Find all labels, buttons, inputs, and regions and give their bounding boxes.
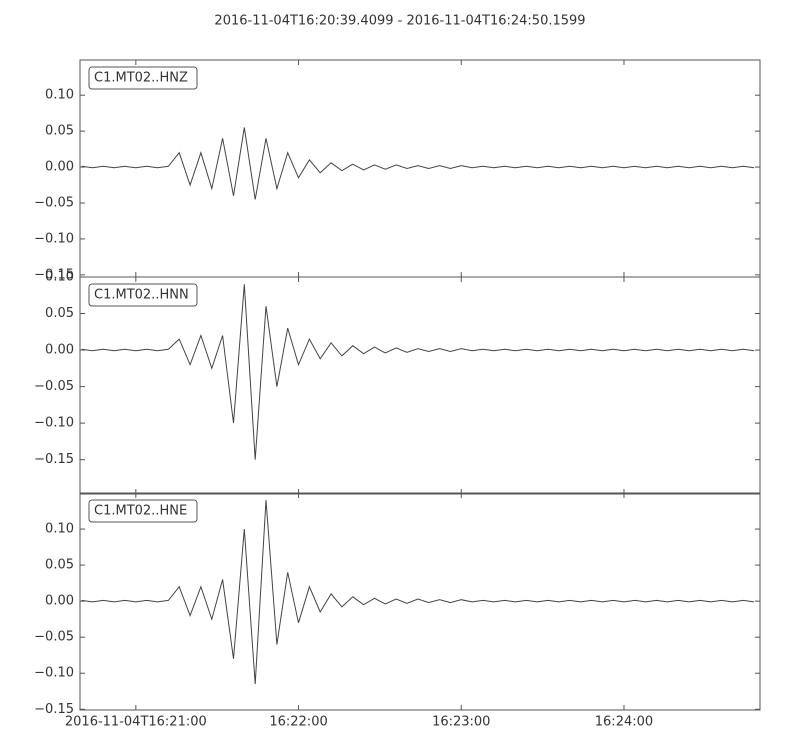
waveform	[81, 500, 755, 685]
waveform	[81, 284, 755, 460]
y-tick-label: −0.15	[34, 702, 74, 717]
y-tick-label: −0.10	[34, 666, 74, 681]
x-tick-label: 16:24:00	[595, 715, 653, 730]
trace-label-box	[88, 66, 198, 90]
y-tick-label: 0.00	[45, 594, 74, 609]
x-tick-label: 16:22:00	[269, 715, 327, 730]
y-tick-label: 0.00	[45, 343, 74, 358]
trace-label-box	[88, 283, 198, 307]
trace-label-box	[88, 499, 198, 523]
trace-label: C1.MT02..HNZ	[94, 71, 188, 86]
trace-label: C1.MT02..HNE	[94, 504, 187, 519]
panel-frame	[79, 59, 761, 278]
panel-frame	[79, 276, 761, 495]
y-tick-label: −0.10	[34, 231, 74, 246]
y-tick-label: −0.05	[34, 195, 74, 210]
y-tick-label: 0.10	[45, 88, 74, 103]
y-tick-label: −0.15	[34, 267, 74, 282]
y-tick-label: 0.00	[45, 160, 74, 175]
y-tick-label: −0.05	[34, 630, 74, 645]
x-tick-label: 16:23:00	[432, 715, 490, 730]
x-tick-label: 2016-11-04T16:21:00	[65, 715, 207, 730]
chart-title: 2016-11-04T16:20:39.4099 - 2016-11-04T16…	[214, 14, 585, 29]
waveform	[81, 127, 755, 200]
y-tick-label: 0.10	[45, 270, 74, 285]
y-tick-label: 0.05	[45, 558, 74, 573]
y-tick-label: −0.10	[34, 416, 74, 431]
y-tick-label: −0.05	[34, 379, 74, 394]
y-tick-label: −0.15	[34, 452, 74, 467]
y-tick-label: 0.10	[45, 522, 74, 537]
trace-label: C1.MT02..HNN	[94, 288, 189, 303]
y-tick-label: 0.05	[45, 124, 74, 139]
y-tick-label: 0.05	[45, 306, 74, 321]
panel-frame	[79, 492, 761, 711]
